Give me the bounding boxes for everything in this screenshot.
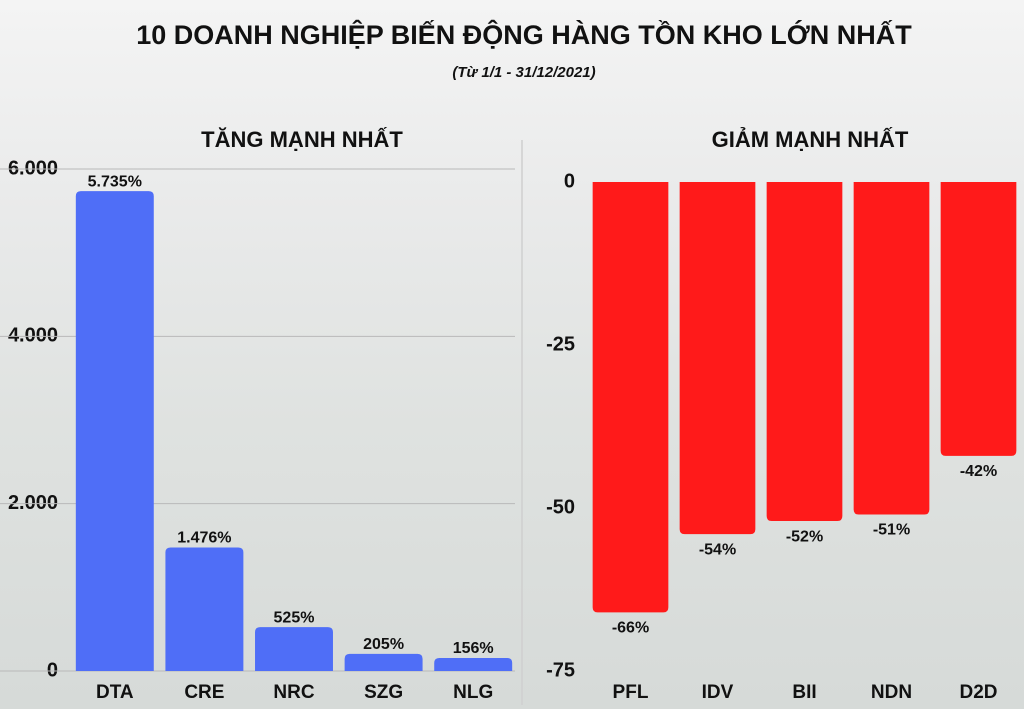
y-tick-label: -25 xyxy=(546,333,575,355)
bar xyxy=(344,653,423,671)
bar xyxy=(255,627,333,671)
x-tick-label: NRC xyxy=(273,682,314,703)
x-tick-label: NDN xyxy=(871,682,912,703)
bar xyxy=(75,191,154,671)
y-tick-label: -75 xyxy=(546,659,575,681)
bar xyxy=(940,182,1017,456)
x-tick-label: DTA xyxy=(96,682,134,703)
value-label: -52% xyxy=(786,528,823,545)
x-tick-label: BII xyxy=(792,682,816,703)
y-tick-label: 2.000 xyxy=(8,492,58,514)
bar xyxy=(679,182,756,535)
value-label: 156% xyxy=(453,640,494,657)
chart-subtitle: (Từ 1/1 - 31/12/2021) xyxy=(452,64,595,81)
bar xyxy=(592,182,669,613)
value-label: 205% xyxy=(363,636,404,653)
x-tick-label: NLG xyxy=(453,682,493,703)
value-label: -42% xyxy=(960,463,997,480)
x-tick-label: CRE xyxy=(184,682,224,703)
x-tick-label: SZG xyxy=(364,682,403,703)
y-tick-label: 6.000 xyxy=(8,157,58,179)
y-tick-label: 0 xyxy=(564,170,575,192)
value-label: -51% xyxy=(873,522,910,539)
value-label: -54% xyxy=(699,541,736,558)
value-label: 5.735% xyxy=(88,173,142,190)
value-label: 1.476% xyxy=(177,530,231,547)
value-label: -66% xyxy=(612,620,649,637)
y-tick-label: 4.000 xyxy=(8,325,58,347)
bar xyxy=(165,547,244,671)
bar xyxy=(853,182,930,515)
chart-title: 10 DOANH NGHIỆP BIẾN ĐỘNG HÀNG TỒN KHO L… xyxy=(136,19,912,50)
bar xyxy=(766,182,843,522)
x-tick-label: PFL xyxy=(613,682,649,703)
y-tick-label: 0 xyxy=(47,659,58,681)
panel-title: GIẢM MẠNH NHẤT xyxy=(712,127,909,152)
x-tick-label: D2D xyxy=(959,682,997,703)
x-tick-label: IDV xyxy=(702,682,734,703)
bar xyxy=(434,657,513,671)
y-tick-label: -50 xyxy=(546,496,575,518)
panel-title: TĂNG MẠNH NHẤT xyxy=(201,127,403,152)
value-label: 525% xyxy=(274,609,315,626)
